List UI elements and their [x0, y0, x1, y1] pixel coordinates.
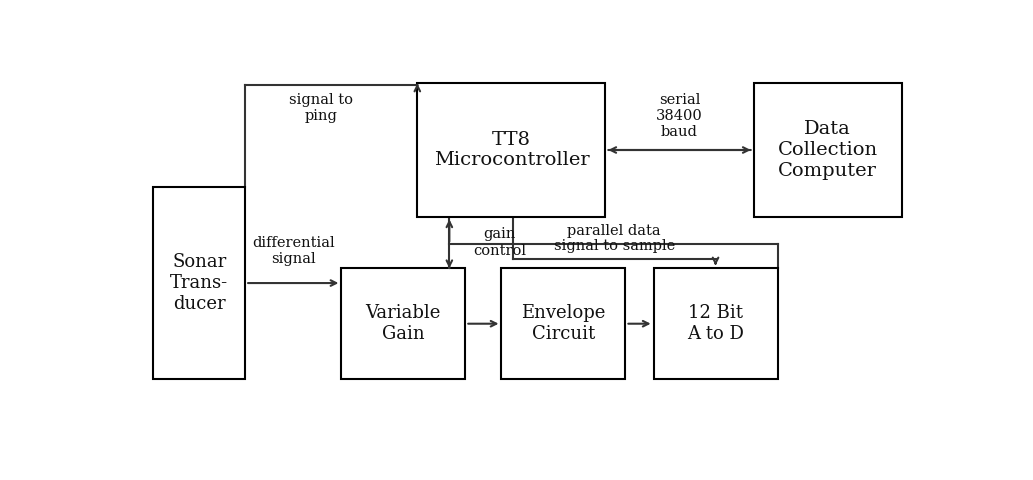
FancyBboxPatch shape — [417, 84, 605, 216]
FancyBboxPatch shape — [341, 268, 466, 379]
Text: gain
control: gain control — [473, 228, 527, 257]
Text: signal to
ping: signal to ping — [289, 93, 353, 123]
Text: Data
Collection
Computer: Data Collection Computer — [778, 120, 878, 180]
Text: TT8
Microcontroller: TT8 Microcontroller — [434, 131, 589, 169]
Text: 12 Bit
A to D: 12 Bit A to D — [687, 304, 744, 343]
FancyBboxPatch shape — [153, 187, 245, 379]
FancyBboxPatch shape — [654, 268, 778, 379]
FancyBboxPatch shape — [754, 84, 902, 216]
Text: differential
signal: differential signal — [252, 236, 335, 266]
Text: Variable
Gain: Variable Gain — [366, 304, 441, 343]
Text: signal to sample: signal to sample — [554, 240, 676, 253]
Text: serial
38400
baud: serial 38400 baud — [656, 93, 702, 139]
Text: parallel data: parallel data — [567, 224, 660, 238]
FancyBboxPatch shape — [501, 268, 626, 379]
Text: Envelope
Circuit: Envelope Circuit — [522, 304, 605, 343]
Text: Sonar
Trans-
ducer: Sonar Trans- ducer — [170, 253, 228, 313]
